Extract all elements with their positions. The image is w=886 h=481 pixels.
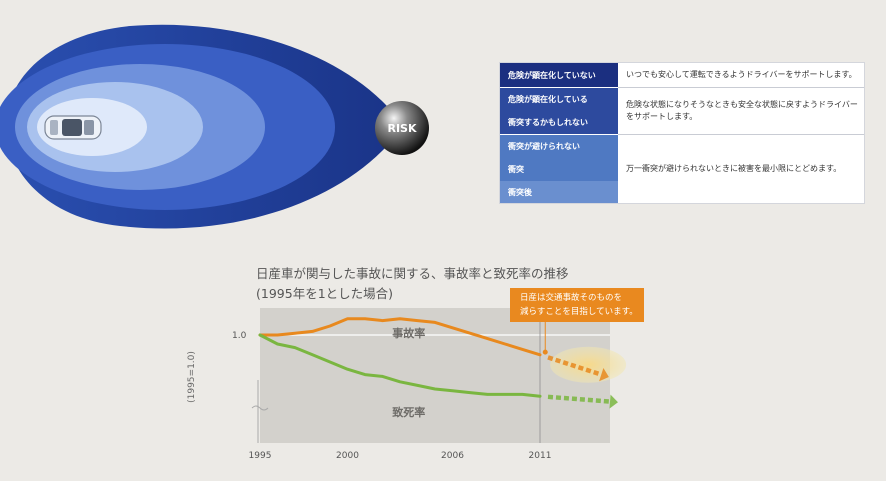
callout-dot xyxy=(542,349,548,355)
safety-shield-diagram: RISK xyxy=(0,24,429,229)
chart-title: 日産車が関与した事故に関する、事故率と致死率の推移 xyxy=(256,266,569,281)
risk-level-label: 危険が顕在化している xyxy=(500,88,618,111)
risk-level-description: いつでも安心して運転できるようドライバーをサポートします。 xyxy=(626,70,857,79)
x-tick-label: 2006 xyxy=(441,451,464,461)
risk-level-label: 危険が顕在化していない xyxy=(500,63,618,87)
risk-ball xyxy=(375,101,429,155)
table-divider xyxy=(618,87,864,88)
series-label: 致死率 xyxy=(392,405,425,419)
y-axis-label: (1995=1.0) xyxy=(187,351,197,403)
accident-rate-projection xyxy=(547,355,602,377)
chart-subtitle: (1995年を1とした場合) xyxy=(256,286,394,301)
risk-level-description: 危険な状態になりそうなときも安全な状態に戻すようドライバーをサポートします。 xyxy=(626,100,858,121)
risk-label: RISK xyxy=(387,122,416,135)
plot-area xyxy=(260,308,610,443)
annotation-line: 減らすことを目指しています。 xyxy=(520,307,638,317)
risk-level-table: 危険が顕在化していない いつでも安心して運転できるようドライバーをサポートします… xyxy=(499,62,865,204)
car-icon xyxy=(44,115,102,140)
table-divider xyxy=(618,134,864,135)
accident-rate-arrowhead xyxy=(599,367,609,382)
axis-break-mark xyxy=(251,405,269,411)
risk-level-label: 衝突するかもしれない xyxy=(500,111,618,134)
risk-level-label: 衝突が避けられない xyxy=(500,135,618,158)
x-tick-label: 2000 xyxy=(336,451,359,461)
annotation-line: 日産は交通事故そのものを xyxy=(520,293,623,303)
fatality-rate-projection xyxy=(547,394,611,404)
series-label: 事故率 xyxy=(392,326,425,340)
risk-level-label: 衝突 xyxy=(500,158,618,181)
y-tick-label: 1.0 xyxy=(232,331,247,341)
x-tick-label: 2011 xyxy=(529,451,552,461)
risk-level-description: 万一衝突が避けられないときに被害を最小限にとどめます。 xyxy=(626,164,842,173)
accident-rate-line xyxy=(258,317,542,357)
x-tick-label: 1995 xyxy=(249,451,272,461)
fatality-rate-arrowhead xyxy=(609,394,618,409)
annotation-callout: 日産は交通事故そのものを 減らすことを目指しています。 xyxy=(510,288,644,322)
risk-level-label: 衝突後 xyxy=(500,181,618,203)
fatality-rate-line xyxy=(258,333,542,398)
projection-highlight xyxy=(550,346,627,383)
